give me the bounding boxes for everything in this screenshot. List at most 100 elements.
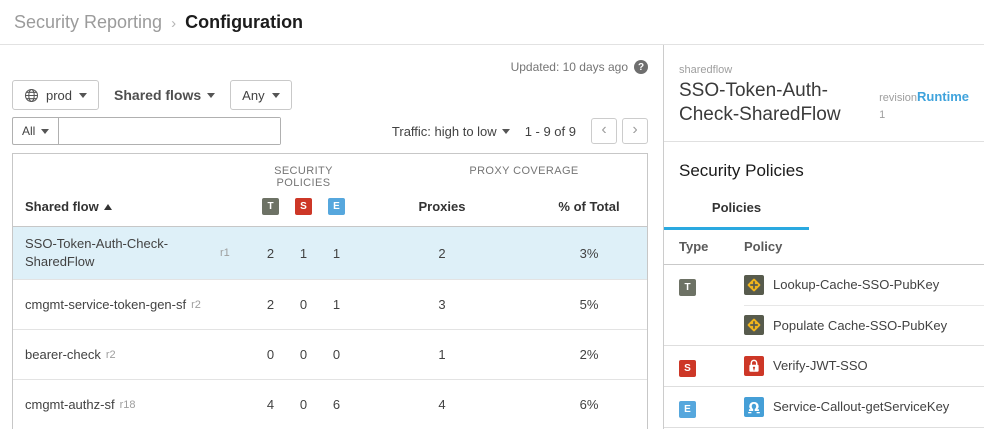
policy-filter-dropdown[interactable]: Any [230,80,292,110]
flow-name: cmgmt-service-token-gen-sf [25,296,187,312]
traffic-policy-count: 2 [266,245,275,261]
prev-page-button[interactable]: ‹ [591,118,617,144]
proxy-coverage-group-header: PROXY COVERAGE [469,165,579,177]
policy-type-badge: T [679,278,696,296]
globe-icon [24,88,39,103]
table-row[interactable]: SSO-Token-Auth-Check-SharedFlow r1 2 1 1… [13,227,647,281]
table-group-headers: SECURITY POLICIES PROXY COVERAGE [13,154,647,189]
proxies-count: 1 [438,347,446,363]
traffic-sort-label: Traffic: high to low [391,123,497,139]
pagination-range: 1 - 9 of 9 [524,123,576,139]
detail-title: SSO-Token-Auth-Check-SharedFlow [679,80,841,126]
policy-list: Ω Service-Callout-getServiceKey [744,387,984,427]
search-category-label: All [22,124,36,138]
policy-type-badge-t: T [262,198,279,215]
search-category-dropdown[interactable]: All [13,118,60,144]
content: Updated: 10 days ago ? prod Shared flows… [0,45,984,429]
search-input[interactable] [59,118,280,144]
policy-name: Service-Callout-getServiceKey [773,399,950,415]
sort-ascending-icon [103,203,112,210]
list-controls: Traffic: high to low 1 - 9 of 9 ‹ › [392,118,648,144]
service-callout-policy-icon: Ω [744,396,764,417]
chevron-down-icon [79,92,88,98]
policy-row: Populate Cache-SSO-PubKey [744,304,984,345]
type-column-header: Type [679,238,709,254]
policy-name: Verify-JWT-SSO [773,358,868,374]
policy-list: Verify-JWT-SSO [744,346,984,386]
policy-type-badge-e: E [328,198,345,215]
policy-column-header: Policy [744,238,783,254]
extension-policy-count: 1 [332,245,341,261]
breadcrumb: Security Reporting › Configuration [0,0,984,45]
security-policy-count: 1 [299,245,308,261]
updated-row: Updated: 10 days ago ? [12,45,648,74]
environment-dropdown[interactable]: prod [12,80,100,110]
policy-type-badge: E [679,400,696,418]
pager: ‹ › [591,118,648,144]
policy-table-headers: Type Policy [664,230,984,265]
flow-table-body: SSO-Token-Auth-Check-SharedFlow r1 2 1 1… [13,227,647,429]
policy-row: Ω Service-Callout-getServiceKey [744,387,984,427]
flow-revision: r18 [119,398,136,411]
flow-name: cmgmt-authz-sf [25,396,115,412]
chevron-down-icon [207,92,216,98]
policy-name: Populate Cache-SSO-PubKey [773,317,948,333]
pct-of-total: 6% [579,397,599,413]
scope-label: Shared flows [114,87,202,103]
page-title: Configuration [185,11,304,32]
chevron-down-icon [271,92,280,98]
table-column-headers: Shared flow T S E Proxies % of Total [13,189,647,227]
updated-label: Updated: 10 days ago [510,60,628,74]
pct-of-total: 2% [579,347,599,363]
tab-policies[interactable]: Policies [711,199,762,215]
traffic-sort-dropdown[interactable]: Traffic: high to low [392,124,510,139]
proxies-count: 2 [438,245,446,261]
shared-flow-column-header[interactable]: Shared flow [13,199,254,214]
flow-revision: r2 [191,298,201,311]
policy-row: Verify-JWT-SSO [744,346,984,386]
policy-type-group: S Verify-JWT-SSO [664,346,984,387]
extension-policy-count: 6 [332,397,341,413]
traffic-policy-count: 4 [266,397,275,413]
flow-name: SSO-Token-Auth-Check-SharedFlow [25,236,169,270]
table-row[interactable]: cmgmt-service-token-gen-sf r2 2 0 1 3 5% [13,280,647,331]
policy-table-body: T Lookup-Cache-SSO-PubKey Populate Cache… [664,265,984,428]
help-icon[interactable]: ? [634,60,648,74]
extension-policy-count: 0 [332,347,341,363]
flow-revision: r1 [220,247,230,260]
policy-row: Lookup-Cache-SSO-PubKey [744,265,984,305]
pct-of-total: 5% [579,297,599,313]
runtime-link[interactable]: Runtime [917,89,969,104]
shared-flows-table: SECURITY POLICIES PROXY COVERAGE Shared … [12,153,648,429]
entity-kind-label: sharedflow [679,64,733,76]
security-policy-count: 0 [299,397,308,413]
revision-meta: revisionRuntime 1 [879,79,969,128]
search-row: All Traffic: high to low 1 - 9 of 9 ‹ › [12,117,648,145]
cache-policy-icon [744,315,764,336]
next-page-button[interactable]: › [622,118,648,144]
flow-name: bearer-check [25,346,101,362]
policy-type-group: E Ω Service-Callout-getServiceKey [664,387,984,428]
security-policy-count: 0 [299,297,308,313]
table-row[interactable]: bearer-check r2 0 0 0 1 2% [13,330,647,381]
filter-row: prod Shared flows Any [12,80,648,110]
pct-of-total-column-header: % of Total [558,199,620,214]
policy-type-badge-s: S [295,198,312,215]
detail-panel: sharedflow SSO-Token-Auth-Check-SharedFl… [663,45,984,429]
proxies-column-header: Proxies [418,199,466,214]
pct-of-total: 3% [579,245,599,261]
scope-dropdown[interactable]: Shared flows [114,87,216,103]
shared-flow-column-label: Shared flow [25,199,99,214]
detail-tabs: Policies [664,200,984,230]
table-row[interactable]: cmgmt-authz-sf r18 4 0 6 4 6% [13,380,647,429]
lock-policy-icon [744,355,764,376]
traffic-policy-count: 0 [266,347,275,363]
extension-policy-count: 1 [332,297,341,313]
revision-label: revision [879,92,917,104]
chevron-down-icon [41,128,50,134]
policy-filter-label: Any [242,87,265,103]
breadcrumb-section[interactable]: Security Reporting [14,11,163,32]
detail-header: sharedflow SSO-Token-Auth-Check-SharedFl… [664,45,984,142]
policy-name: Lookup-Cache-SSO-PubKey [773,277,940,293]
